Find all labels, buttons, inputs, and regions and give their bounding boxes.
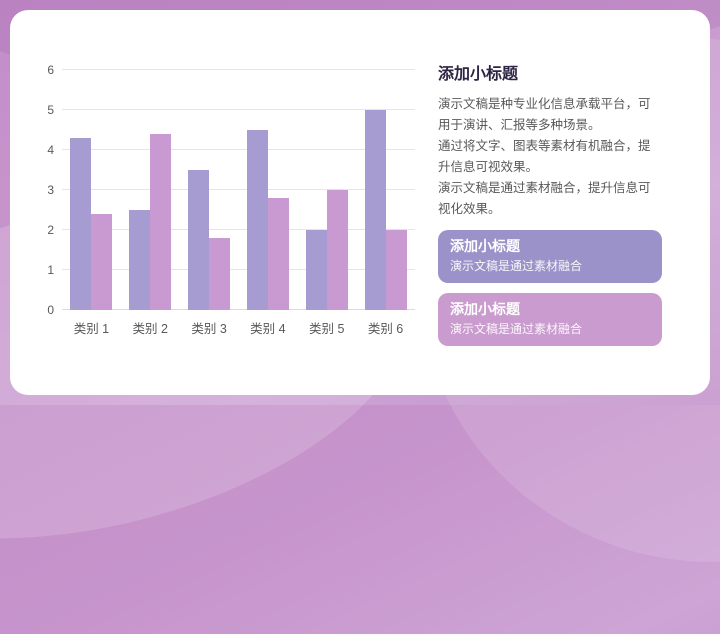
bar-series2 xyxy=(267,198,289,310)
gridline xyxy=(62,309,415,310)
bar-series1 xyxy=(246,130,268,310)
y-axis-tick-label: 4 xyxy=(47,143,54,157)
bar-series1 xyxy=(364,110,386,310)
x-axis-category-label: 类别 5 xyxy=(309,322,345,336)
bar-series1 xyxy=(188,170,210,310)
paragraph: 演示文稿是通过素材融合，提升信息可视化效果。 xyxy=(438,181,651,216)
bar-chart: 0 1 2 3 4 5 6 xyxy=(47,63,415,317)
bar-group xyxy=(180,170,239,310)
info-box-title: 添加小标题 xyxy=(450,238,520,254)
x-axis-category-label: 类别 1 xyxy=(73,322,110,336)
bar-group xyxy=(356,110,415,310)
info-box-purple: 添加小标题 演示文稿是通过素材融合 xyxy=(438,230,662,283)
text-panel: 添加小标题 演示文稿是种专业化信息承载平台，可用于演讲、汇报等多种场景。 通过将… xyxy=(438,65,662,346)
info-box-subtitle: 演示文稿是通过素材融合 xyxy=(450,259,583,273)
bar-group xyxy=(62,138,121,310)
gridline xyxy=(62,269,415,270)
presentation-slide: { "right_panel": { "heading": "添加小标题", "… xyxy=(0,0,720,405)
info-box-subtitle: 演示文稿是通过素材融合 xyxy=(450,322,583,336)
bar-series2 xyxy=(326,190,348,310)
chart-category-axis: 类别 1 类别 2 类别 3 类别 4 类别 5 类别 6 xyxy=(62,318,415,337)
bar-series2 xyxy=(209,238,231,310)
bar-series1 xyxy=(70,138,92,310)
bar-series1 xyxy=(305,230,327,310)
y-axis-tick-label: 6 xyxy=(47,63,54,77)
bar-groups xyxy=(62,70,415,310)
paragraph: 演示文稿是种专业化信息承载平台，可用于演讲、汇报等多种场景。 xyxy=(438,97,651,132)
bar-series1 xyxy=(129,210,151,310)
x-axis-category-label: 类别 3 xyxy=(191,322,227,336)
bar-series2 xyxy=(150,134,172,310)
x-axis-category-label: 类别 2 xyxy=(132,322,168,336)
bar-series2 xyxy=(385,230,407,310)
gridline xyxy=(62,189,415,190)
gridline xyxy=(62,229,415,230)
y-axis-tick-label: 3 xyxy=(47,183,54,197)
panel-heading: 添加小标题 xyxy=(438,66,519,83)
y-axis-tick-label: 5 xyxy=(47,103,54,117)
bar-group xyxy=(121,134,180,310)
info-box-pink: 添加小标题 演示文稿是通过素材融合 xyxy=(438,293,662,346)
y-axis-tick-label: 2 xyxy=(47,223,54,237)
gridline xyxy=(62,69,415,70)
slide-content-card: 0 1 2 3 4 5 6 类别 1 类别 2 类别 3 类别 4 类别 5 类别 6 添加小标题 演… xyxy=(10,10,710,395)
y-axis-tick-label: 0 xyxy=(47,303,54,317)
x-axis-category-label: 类别 4 xyxy=(250,322,286,336)
info-box-title: 添加小标题 xyxy=(450,301,520,317)
gridline xyxy=(62,149,415,150)
gridline xyxy=(62,109,415,110)
y-axis-tick-label: 1 xyxy=(47,263,54,277)
bar-group xyxy=(297,190,356,310)
paragraph: 通过将文字、图表等素材有机融合，提升信息可视效果。 xyxy=(438,139,651,174)
x-axis-category-label: 类别 6 xyxy=(367,322,404,336)
bar-group xyxy=(238,130,297,310)
bar-series2 xyxy=(91,214,113,310)
panel-paragraphs: 演示文稿是种专业化信息承载平台，可用于演讲、汇报等多种场景。 通过将文字、图表等… xyxy=(438,94,662,220)
